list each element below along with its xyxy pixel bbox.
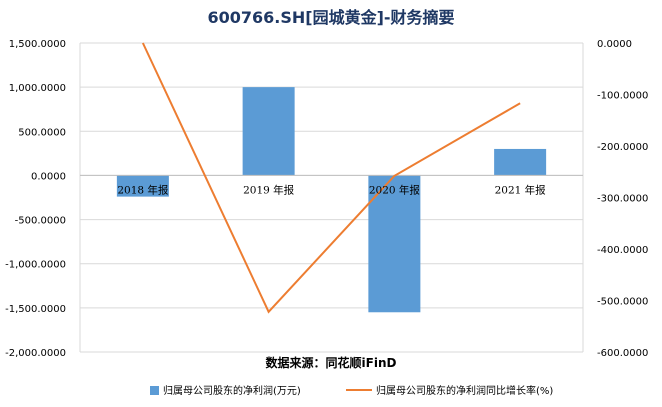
right-tick-label: -400.0000 [597,245,648,256]
left-tick-label: -1,500.0000 [5,304,66,315]
left-tick-label: -2,000.0000 [5,348,66,359]
right-tick-label: -500.0000 [597,297,648,308]
bar [116,175,169,197]
bar-series [116,87,547,313]
category-label: 2019 年报 [243,183,295,196]
legend-label: 归属母公司股东的净利润同比增长率(%) [376,384,553,397]
category-labels: 2018 年报 2019 年报 2020 年报 2021 年报 [117,183,546,196]
left-axis-ticks: 1,500.0000 1,000.0000 500.0000 0.0000 -500.0… [5,39,66,359]
legend: 归属母公司股东的净利润(万元) 归属母公司股东的净利润同比增长率(%) [150,384,553,397]
right-tick-label: -100.0000 [597,91,648,102]
left-tick-label: 500.0000 [18,127,66,138]
plot-frame [79,43,584,352]
chart-title: 600766.SH[园城黄金]-财务摘要 [207,8,454,27]
category-label: 2020 年报 [369,183,421,196]
left-tick-label: 1,000.0000 [9,83,66,94]
category-label: 2021 年报 [495,183,547,196]
growth-rate-line [141,42,521,314]
bar [494,148,547,176]
bar [242,87,295,176]
right-tick-label: -300.0000 [597,194,648,205]
legend-swatch-bar [150,386,159,395]
left-tick-label: -500.0000 [15,216,66,227]
right-tick-label: -600.0000 [597,348,648,359]
line-series [141,42,521,314]
left-tick-label: 0.0000 [31,171,66,182]
gridlines [80,42,583,353]
legend-label: 归属母公司股东的净利润(万元) [163,384,301,397]
left-tick-label: -1,000.0000 [5,260,66,271]
right-axis-ticks: 0.0000 -100.0000 -200.0000 -300.0000 -400.00… [597,39,648,359]
left-tick-label: 1,500.0000 [9,39,66,50]
bar [368,175,421,313]
right-tick-label: 0.0000 [597,39,632,50]
right-tick-label: -200.0000 [597,142,648,153]
source-note: 数据来源：同花顺iFinD [266,355,397,370]
category-label: 2018 年报 [117,183,169,196]
